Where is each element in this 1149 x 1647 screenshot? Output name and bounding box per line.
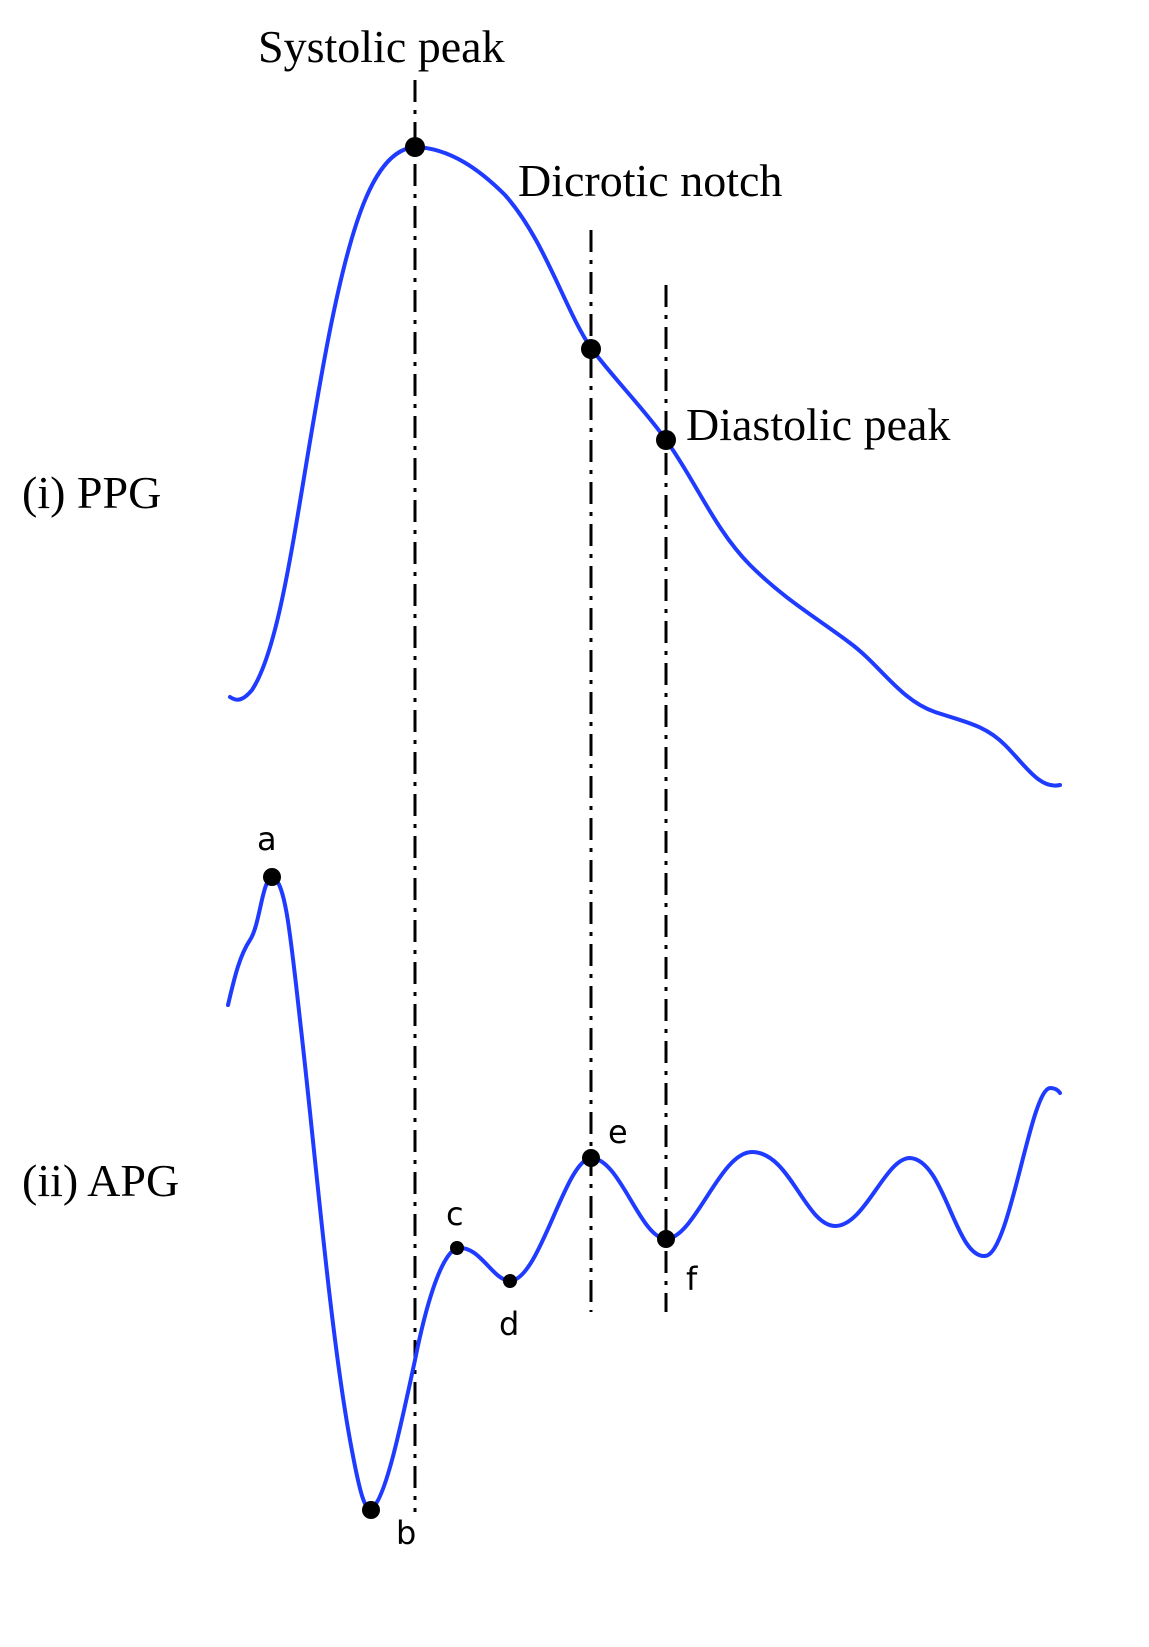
apg-curve <box>226 875 1062 1511</box>
point-a-label: a <box>257 820 277 858</box>
systolic-label: Systolic peak <box>258 21 505 72</box>
point-c-label: c <box>446 1195 464 1233</box>
point-d-dot <box>503 1274 517 1288</box>
diastolic-label: Diastolic peak <box>686 399 950 450</box>
point-a-dot <box>263 868 281 886</box>
systolic-dot <box>405 137 425 157</box>
point-e-dot <box>582 1149 600 1167</box>
apg-label: (ii) APG <box>22 1155 179 1206</box>
notch-label: Dicrotic notch <box>518 155 782 206</box>
notch-dot <box>581 339 601 359</box>
point-e-label: e <box>608 1113 628 1151</box>
point-b-dot <box>362 1501 380 1519</box>
diastolic-dot <box>656 430 676 450</box>
point-c-dot <box>450 1241 464 1255</box>
point-d-label: d <box>499 1305 519 1343</box>
ppg-curve <box>228 145 1062 788</box>
ppg-label: (i) PPG <box>22 467 161 518</box>
point-f-label: f <box>686 1260 698 1298</box>
point-f-dot <box>657 1230 675 1248</box>
point-b-label: b <box>396 1514 416 1552</box>
